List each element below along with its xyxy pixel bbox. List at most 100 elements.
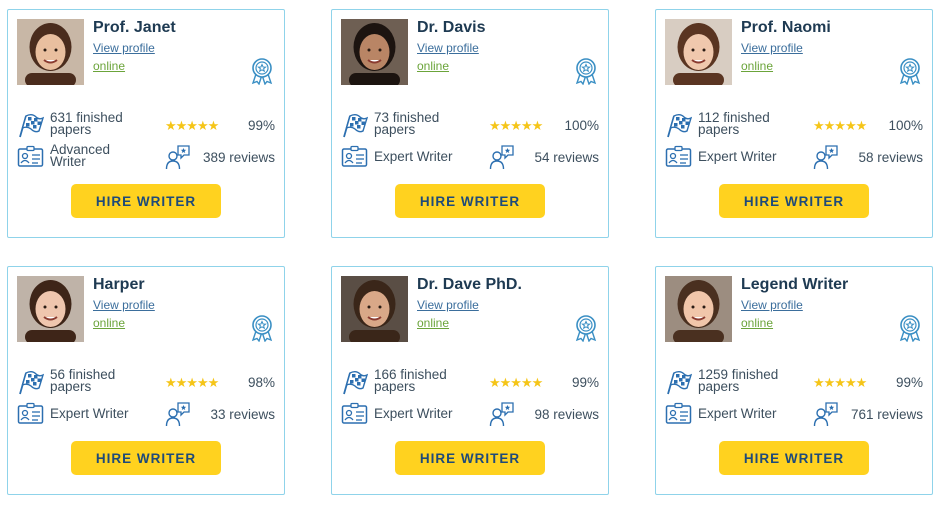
hire-writer-button[interactable]: HIRE WRITER [719, 441, 869, 475]
papers-row: 112 finished papers ★★★★★ 100% [665, 110, 923, 138]
success-rate: 98% [247, 375, 275, 390]
hire-writer-button[interactable]: HIRE WRITER [719, 184, 869, 218]
id-card-icon [341, 401, 368, 427]
writer-name[interactable]: Legend Writer [741, 276, 849, 293]
id-card-icon [17, 401, 44, 427]
level-row: Expert Writer 54 reviews [341, 144, 599, 170]
success-rate: 100% [888, 118, 923, 133]
avatar[interactable] [17, 276, 84, 342]
success-rate: 99% [571, 375, 599, 390]
hire-writer-button[interactable]: HIRE WRITER [71, 441, 221, 475]
success-rate: 99% [247, 118, 275, 133]
reviews-icon [165, 401, 191, 427]
finished-papers-count: 166 finished papers [374, 367, 447, 394]
finished-papers-count: 1259 finished papers [698, 367, 779, 394]
award-badge-icon [249, 314, 275, 342]
avatar-photo [665, 19, 732, 85]
reviews-count[interactable]: 98 reviews [534, 407, 599, 422]
reviews-count[interactable]: 761 reviews [850, 407, 923, 422]
reviews-count[interactable]: 58 reviews [858, 150, 923, 165]
success-rate: 100% [564, 118, 599, 133]
view-profile-link[interactable]: View profile [417, 41, 479, 55]
writer-level: Advanced Writer [50, 142, 111, 169]
avatar[interactable] [665, 19, 732, 85]
avatar-photo [17, 276, 84, 342]
award-badge-icon [897, 57, 923, 85]
online-status: online [417, 316, 450, 330]
online-status: online [93, 316, 126, 330]
writer-name[interactable]: Dr. Davis [417, 19, 486, 36]
id-card-icon [665, 144, 692, 170]
level-row: Expert Writer 33 reviews [17, 401, 275, 427]
rating-stars: ★★★★★ [489, 118, 543, 133]
avatar-photo [665, 276, 732, 342]
writer-level: Expert Writer [698, 406, 777, 421]
checkered-flag-icon [665, 369, 692, 395]
writer-level: Expert Writer [374, 149, 453, 164]
level-row: Expert Writer 98 reviews [341, 401, 599, 427]
id-card-icon [17, 144, 44, 170]
reviews-count[interactable]: 54 reviews [534, 150, 599, 165]
writer-card: Prof. Janet View profile online 631 fini… [7, 9, 285, 238]
finished-papers-count: 56 finished papers [50, 367, 116, 394]
reviews-icon [489, 144, 515, 170]
checkered-flag-icon [341, 369, 368, 395]
reviews-icon [813, 401, 839, 427]
online-status: online [417, 59, 450, 73]
checkered-flag-icon [17, 112, 44, 138]
finished-papers-count: 631 finished papers [50, 110, 123, 137]
view-profile-link[interactable]: View profile [417, 298, 479, 312]
writer-level: Expert Writer [50, 406, 129, 421]
view-profile-link[interactable]: View profile [741, 41, 803, 55]
writer-name[interactable]: Dr. Dave PhD. [417, 276, 522, 293]
writer-card: Dr. Davis View profile online 73 finishe… [331, 9, 609, 238]
writers-grid: Prof. Janet View profile online 631 fini… [7, 9, 933, 495]
award-badge-icon [573, 314, 599, 342]
reviews-icon [165, 144, 191, 170]
online-status: online [741, 316, 774, 330]
level-row: Advanced Writer 389 reviews [17, 142, 275, 170]
avatar[interactable] [17, 19, 84, 85]
reviews-count[interactable]: 33 reviews [210, 407, 275, 422]
rating-stars: ★★★★★ [165, 118, 219, 133]
avatar-photo [17, 19, 84, 85]
hire-writer-button[interactable]: HIRE WRITER [71, 184, 221, 218]
online-status: online [741, 59, 774, 73]
view-profile-link[interactable]: View profile [93, 298, 155, 312]
hire-writer-button[interactable]: HIRE WRITER [395, 184, 545, 218]
id-card-icon [341, 144, 368, 170]
avatar-photo [341, 19, 408, 85]
papers-row: 1259 finished papers ★★★★★ 99% [665, 367, 923, 395]
writer-name[interactable]: Prof. Janet [93, 19, 176, 36]
avatar-photo [341, 276, 408, 342]
papers-row: 166 finished papers ★★★★★ 99% [341, 367, 599, 395]
avatar[interactable] [665, 276, 732, 342]
writer-name[interactable]: Harper [93, 276, 145, 293]
reviews-icon [813, 144, 839, 170]
checkered-flag-icon [665, 112, 692, 138]
level-row: Expert Writer 58 reviews [665, 144, 923, 170]
writer-level: Expert Writer [698, 149, 777, 164]
rating-stars: ★★★★★ [165, 375, 219, 390]
writer-name[interactable]: Prof. Naomi [741, 19, 831, 36]
award-badge-icon [897, 314, 923, 342]
writer-level: Expert Writer [374, 406, 453, 421]
avatar[interactable] [341, 19, 408, 85]
view-profile-link[interactable]: View profile [93, 41, 155, 55]
award-badge-icon [249, 57, 275, 85]
checkered-flag-icon [17, 369, 44, 395]
checkered-flag-icon [341, 112, 368, 138]
finished-papers-count: 73 finished papers [374, 110, 440, 137]
success-rate: 99% [895, 375, 923, 390]
reviews-count[interactable]: 389 reviews [202, 150, 275, 165]
view-profile-link[interactable]: View profile [741, 298, 803, 312]
avatar[interactable] [341, 276, 408, 342]
writer-card: Prof. Naomi View profile online 112 fini… [655, 9, 933, 238]
rating-stars: ★★★★★ [489, 375, 543, 390]
writer-card: Legend Writer View profile online 1259 f… [655, 266, 933, 495]
finished-papers-count: 112 finished papers [698, 110, 770, 137]
papers-row: 631 finished papers ★★★★★ 99% [17, 110, 275, 138]
hire-writer-button[interactable]: HIRE WRITER [395, 441, 545, 475]
award-badge-icon [573, 57, 599, 85]
writer-card: Dr. Dave PhD. View profile online 166 fi… [331, 266, 609, 495]
